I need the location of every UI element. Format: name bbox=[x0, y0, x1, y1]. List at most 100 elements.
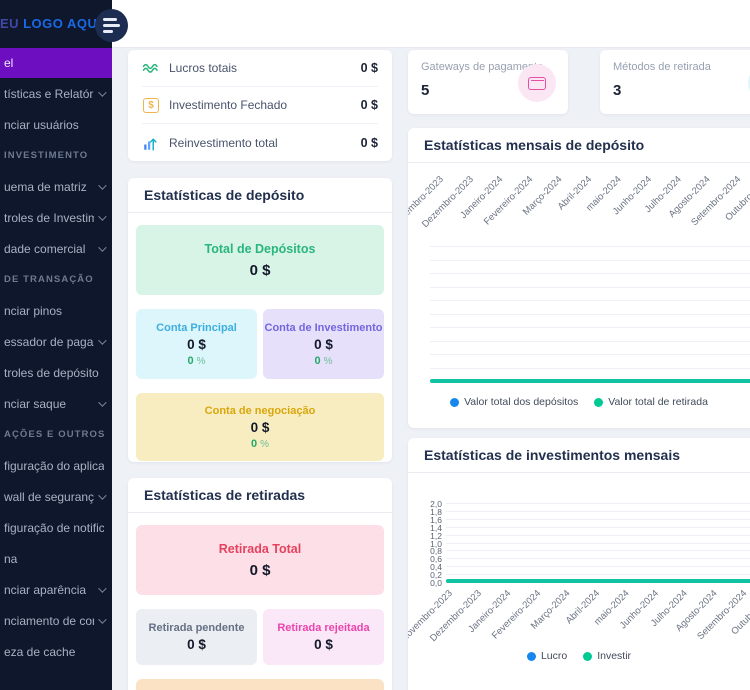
y-axis-label: 0,2 bbox=[430, 570, 442, 581]
logo[interactable]: EU LOGO AQUI bbox=[0, 0, 112, 46]
withdrawal-methods-label: Métodos de retirada bbox=[613, 61, 711, 73]
sidebar-item-13[interactable]: figuração do aplicativo bbox=[0, 450, 112, 481]
legend-item[interactable]: Valor total dos depósitos bbox=[450, 396, 578, 408]
sidebar-item-8[interactable]: nciar pinos bbox=[0, 295, 112, 326]
summary-row-label: Lucros totais bbox=[169, 61, 238, 75]
summary-row-label: Investimento Fechado bbox=[169, 98, 288, 112]
gridline bbox=[446, 510, 750, 512]
gridline bbox=[430, 354, 750, 355]
sidebar-item-label: nciar usuários bbox=[4, 117, 79, 132]
total-deposits-value: 0 $ bbox=[249, 261, 271, 279]
gridline bbox=[446, 558, 750, 560]
sidebar-item-0[interactable]: el bbox=[0, 48, 112, 78]
y-axis-label: 1,6 bbox=[430, 514, 442, 525]
sidebar-section-label: INVESTIMENTO bbox=[4, 150, 89, 161]
legend-dot bbox=[526, 651, 536, 661]
payment-gateways-value: 5 bbox=[421, 82, 430, 99]
logo-prefix: EU bbox=[0, 15, 20, 31]
sidebar-item-10[interactable]: troles de depósito bbox=[0, 357, 112, 388]
main-account-tile: Conta Principal 0 $ 0 % bbox=[136, 309, 257, 379]
account-tiles-row: Conta Principal 0 $0 % Conta de Investimen… bbox=[136, 309, 384, 379]
withdrawal-methods-card: Métodos de retirada 3 bbox=[600, 50, 750, 114]
y-axis-label: 2,0 bbox=[430, 499, 442, 509]
deposit-statistics-title: Estatísticas de depósito bbox=[144, 187, 305, 203]
rejected-withdrawal-tile-value: 0 $ bbox=[314, 637, 333, 652]
legend-dot bbox=[450, 397, 460, 407]
investment-account-tile-percent: 0 % bbox=[314, 354, 333, 367]
sidebar-item-14[interactable]: wall de segurança bbox=[0, 481, 112, 512]
total-withdrawal-value: 0 $ bbox=[249, 561, 271, 579]
sidebar-item-label: troles de Investimento bbox=[4, 210, 94, 225]
chevron-down-icon bbox=[98, 87, 107, 97]
pending-withdrawal-tile-label: Retirada pendente bbox=[148, 622, 245, 634]
total-withdrawal-tile: Retirada Total 0 $ bbox=[136, 525, 384, 595]
gridline bbox=[430, 313, 750, 315]
sidebar-section-label: DE TRANSAÇÃO bbox=[4, 274, 94, 285]
legend-item[interactable]: Lucro bbox=[526, 650, 568, 662]
monthly-deposit-chart: Novembro-2023 Dezembro-2023 Janeiro-2024 Fe… bbox=[408, 128, 750, 428]
sidebar-item-18[interactable]: nciamento de contatos bbox=[0, 605, 112, 636]
summary-row-value: 0 $ bbox=[360, 98, 378, 112]
sidebar-item-label: na bbox=[4, 551, 18, 566]
sidebar-item-label: eza de cache bbox=[4, 644, 76, 659]
gridline bbox=[430, 286, 750, 288]
total-deposits-tile: Total de Depósitos 0 $ bbox=[136, 225, 384, 295]
chevron-down-icon bbox=[98, 397, 107, 407]
main-account-tile-percent: 0 % bbox=[187, 354, 206, 367]
sidebar-item-6[interactable]: dade comercial bbox=[0, 233, 112, 264]
sidebar-item-17[interactable]: nciar aparência bbox=[0, 574, 112, 605]
sidebar-item-label: nciar aparência bbox=[4, 582, 87, 597]
y-axis-label: 0,6 bbox=[430, 554, 442, 565]
chevron-down-icon bbox=[98, 211, 107, 221]
monthly-deposit-chart-title: Estatísticas mensais de depósito bbox=[424, 137, 645, 153]
legend-label: Lucro bbox=[540, 650, 568, 662]
pending-withdrawal-tile-value: 0 $ bbox=[187, 637, 206, 652]
monthly-investment-chart-title: Estatísticas de investimentos mensais bbox=[424, 447, 680, 463]
legend-item[interactable]: Valor total de retirada bbox=[594, 396, 708, 408]
gridline bbox=[430, 340, 750, 342]
sidebar-item-label: figuração de notificação bbox=[4, 520, 104, 535]
chart-legend: Valor total dos depósitos Valor total de … bbox=[408, 396, 750, 408]
investment-account-tile-label: Conta de Investimento bbox=[264, 321, 383, 334]
pending-withdrawal-tile: Retirada pendente 0 $ bbox=[136, 609, 257, 665]
sidebar-item-9[interactable]: essador de pagamento bbox=[0, 326, 112, 357]
sidebar-item-label: uema de matriz bbox=[4, 179, 87, 194]
trend-icon bbox=[142, 59, 160, 77]
profit-summary-card: Lucros totais 0 $ $ Investimento Fechado 0 $… bbox=[128, 50, 392, 161]
sidebar-item-label: essador de pagamento bbox=[4, 334, 94, 349]
y-axis-label: 0,8 bbox=[430, 546, 442, 557]
sidebar-item-1[interactable]: tísticas e Relatório bbox=[0, 78, 112, 109]
y-axis-label: 0,0 bbox=[430, 578, 442, 588]
summary-row-0: Lucros totais 0 $ bbox=[142, 50, 378, 87]
sidebar-toggle-button[interactable] bbox=[95, 9, 128, 42]
investment-account-tile-value: 0 $ bbox=[314, 336, 333, 352]
sidebar-item-2[interactable]: nciar usuários bbox=[0, 109, 112, 140]
sidebar-item-19[interactable]: eza de cache bbox=[0, 636, 112, 667]
gridline bbox=[430, 367, 750, 369]
legend-item[interactable]: Investir bbox=[583, 650, 631, 662]
sidebar-item-11[interactable]: nciar saque bbox=[0, 388, 112, 419]
chevron-down-icon bbox=[98, 335, 107, 345]
withdrawal-statistics-card: Estatísticas de retiradas Retirada Total… bbox=[128, 478, 392, 690]
deposit-statistics-header: Estatísticas de depósito bbox=[128, 178, 392, 213]
sidebar-item-5[interactable]: troles de Investimento bbox=[0, 202, 112, 233]
y-axis-label: 1,8 bbox=[430, 506, 442, 517]
bars-icon bbox=[142, 134, 160, 152]
monthly-investment-chart-card: Estatísticas de investimentos mensais No… bbox=[408, 438, 750, 690]
summary-row-value: 0 $ bbox=[360, 61, 378, 75]
legend-label: Valor total dos depósitos bbox=[464, 396, 579, 408]
credit-card-icon bbox=[518, 64, 556, 102]
sidebar-item-15[interactable]: figuração de notificação bbox=[0, 512, 112, 543]
chevron-down-icon bbox=[98, 583, 107, 593]
legend-label: Valor total de retirada bbox=[608, 396, 708, 408]
y-axis-label: 0,4 bbox=[430, 562, 442, 573]
y-axis-label: 1,0 bbox=[430, 538, 442, 549]
deposit-statistics-card: Estatísticas de depósito Total de Depósi… bbox=[128, 178, 392, 462]
trading-account-tile-percent: 0 % bbox=[250, 437, 270, 450]
sidebar-item-4[interactable]: uema de matriz bbox=[0, 171, 112, 202]
sidebar-item-16[interactable]: na bbox=[0, 543, 112, 574]
sidebar-item-label: dade comercial bbox=[4, 241, 86, 256]
withdrawal-charge-tile: Taxa de retirada bbox=[136, 679, 384, 690]
payment-gateways-card: Gateways de pagamento 5 bbox=[408, 50, 568, 114]
